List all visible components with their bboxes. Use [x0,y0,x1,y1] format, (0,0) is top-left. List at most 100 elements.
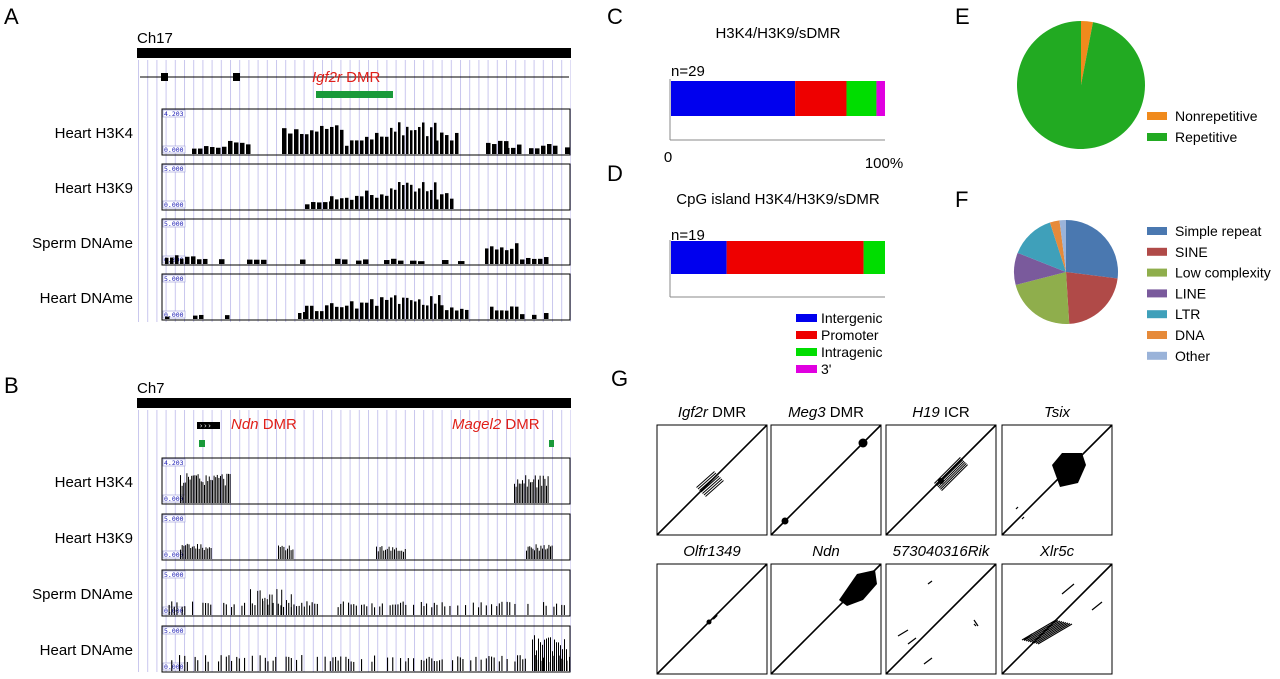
signal-bar [210,604,212,615]
signal-bar [300,133,304,154]
signal-bar [259,655,261,671]
signal-bar [399,550,401,559]
pie-slice-simple-repeat [1066,220,1118,279]
signal-bar [485,605,487,615]
legend-label: LTR [1175,306,1200,322]
signal-bar [335,306,339,319]
signal-bar [366,606,368,615]
signal-bar [300,259,306,264]
signal-bar [340,129,344,154]
dot-plot-title: Meg3 DMR [788,404,864,421]
signal-bar [504,141,509,154]
signal-bar [498,603,500,615]
signal-bar [261,259,267,264]
signal-bar [397,550,399,559]
signal-bar [189,479,191,503]
signal-bar [350,301,354,319]
signal-bar [533,479,535,503]
signal-bar [361,604,363,615]
signal-bar [215,477,217,503]
signal-bar [478,607,480,615]
signal-bar [394,295,397,319]
signal-bar [181,485,183,503]
signal-bar [203,550,205,559]
signal-bar [436,661,438,671]
track-scale-max [162,164,186,173]
signal-bar [558,655,560,671]
signal-bar [345,656,347,671]
track-max-value: 5.000 [164,571,184,579]
dot-plot-title: H19 ICR [912,404,970,421]
signal-bar [197,259,202,264]
signal-bar [360,302,364,319]
signal-bar [413,604,415,615]
signal-bar [314,603,316,615]
legend-label: Low complexity [1175,265,1271,281]
signal-bar [246,144,251,154]
signal-bar [544,313,549,319]
signal-bar [526,257,531,264]
signal-bar [566,649,567,671]
signal-bar [517,144,522,154]
signal-bar [191,546,193,559]
track-max-value: 5.000 [164,515,184,523]
signal-bar [381,603,383,615]
signal-bar [560,645,561,671]
signal-bar [440,194,444,209]
signal-bar [251,603,253,615]
chromosome-label-b: Ch7 [137,380,165,397]
stacked-bar-d [671,241,885,274]
track-label: Heart H3K9 [55,180,133,197]
signal-bar [228,473,229,503]
signal-bar [548,544,550,559]
signal-bar [290,658,292,671]
legend-swatch [1147,351,1167,360]
signal-bar [303,312,307,319]
signal-bar [228,140,233,154]
signal-bar [376,546,377,559]
signal-bar [218,661,220,671]
signal-bar [402,135,405,154]
signal-bar [309,605,311,615]
signal-bar [537,547,539,559]
signal-bar [278,545,279,559]
signal-bar [391,258,397,264]
track-max-value: 4.203 [164,459,184,467]
signal-bar [493,657,495,671]
signal-bar [210,548,212,559]
signal-bar [414,191,417,209]
signal-bar [491,656,493,671]
signal-bar [330,126,334,154]
repeat-segment [938,461,966,489]
signal-bar [188,544,190,559]
pie-slice-ltr [1017,222,1066,272]
signal-bar [269,594,271,615]
signal-bar [216,147,221,154]
signal-bar [223,478,225,503]
track-box [161,273,571,321]
repeat-segment [1091,601,1103,611]
dot-plot-title: Igf2r DMR [678,404,747,421]
signal-bar [350,661,352,671]
signal-bar [193,546,195,559]
pie-slice-low-complexity [1015,272,1070,325]
signal-bar [233,604,235,615]
repeat-segment [699,474,718,491]
pie-chart-e [1017,21,1145,149]
signal-bar [414,301,417,319]
signal-bar [213,475,215,503]
signal-bar [385,549,386,559]
signal-bar [205,475,207,503]
signal-bar [390,550,392,559]
signal-bar [379,606,381,615]
legend-label: Other [1175,348,1210,364]
signal-bar [210,147,215,154]
signal-bar [251,655,253,671]
signal-bar [515,243,519,264]
signal-bar [316,656,318,671]
dot-plot-box [770,424,882,536]
repeat-segment [1035,623,1071,644]
signal-bar [204,484,205,503]
signal-bar [355,140,359,154]
signal-bar [410,260,417,264]
